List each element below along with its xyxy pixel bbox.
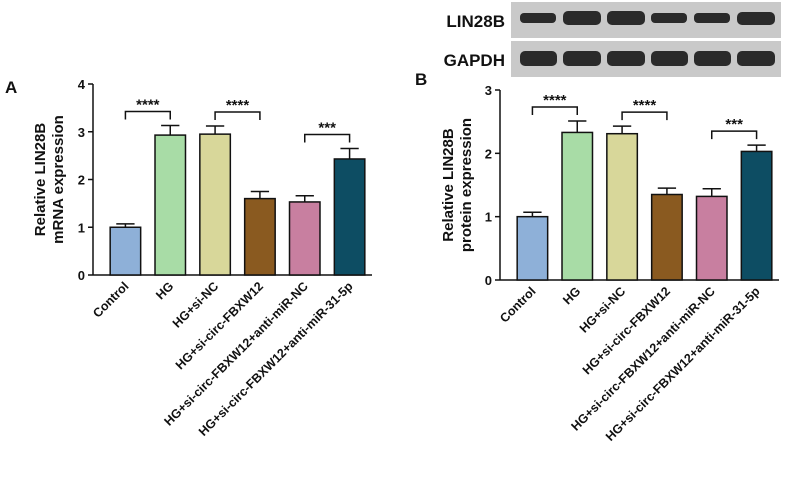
band (607, 11, 645, 25)
blot-label: GAPDH (444, 51, 505, 70)
significance-label: **** (136, 97, 160, 114)
band (607, 51, 645, 66)
significance-bracket (711, 130, 758, 140)
bar (288, 201, 321, 276)
bar (109, 226, 142, 276)
blot-label: LIN28B (446, 12, 505, 31)
band (694, 13, 730, 23)
bar (740, 150, 773, 281)
y-tick-label: 0 (485, 273, 492, 288)
band (651, 51, 688, 66)
bar (154, 134, 187, 276)
y-tick-label: 0 (78, 268, 85, 283)
y-tick-label: 3 (485, 83, 492, 98)
bar (243, 197, 276, 276)
band (520, 51, 557, 66)
y-axis-label: Relative LIN28B (32, 123, 49, 237)
y-tick-label: 2 (78, 173, 85, 188)
panel-label: B (415, 70, 427, 89)
y-tick-label: 2 (485, 146, 492, 161)
y-axis-label: protein expression (458, 118, 475, 252)
band (563, 51, 601, 66)
y-axis-label: Relative LIN28B (440, 128, 457, 242)
panel-label: A (5, 78, 17, 97)
band (563, 11, 601, 25)
band (651, 13, 687, 23)
significance-bracket (621, 111, 668, 121)
blot-strip (511, 2, 781, 38)
band (737, 51, 775, 66)
band (520, 13, 556, 23)
bar (199, 133, 232, 276)
significance-label: *** (725, 116, 743, 133)
x-tick-label: Control (90, 279, 131, 320)
significance-bracket (304, 133, 351, 143)
band (737, 12, 775, 25)
bar (561, 131, 594, 281)
y-tick-label: 1 (485, 210, 492, 225)
significance-bracket (124, 110, 171, 120)
significance-bracket (214, 111, 261, 121)
bar (516, 215, 549, 281)
bar (333, 158, 366, 276)
significance-label: **** (226, 97, 250, 114)
x-tick-label: HG+si-circ-FBXW12 (173, 279, 266, 372)
bar (695, 195, 728, 281)
y-tick-label: 3 (78, 125, 85, 140)
significance-label: **** (543, 92, 567, 109)
significance-label: **** (633, 97, 657, 114)
x-tick-label: HG (560, 284, 583, 307)
x-tick-label: HG (153, 279, 176, 302)
x-tick-label: HG+si-circ-FBXW12 (580, 284, 673, 377)
y-tick-label: 1 (78, 220, 85, 235)
band (694, 51, 731, 66)
significance-label: *** (318, 119, 336, 136)
western-blot: LIN28B GAPDH (444, 2, 781, 77)
bar (606, 132, 639, 281)
bar (650, 193, 683, 281)
y-tick-label: 4 (78, 77, 86, 92)
significance-bracket (531, 106, 578, 116)
x-tick-label: Control (497, 284, 538, 325)
y-axis-label: mRNA expression (50, 115, 67, 244)
